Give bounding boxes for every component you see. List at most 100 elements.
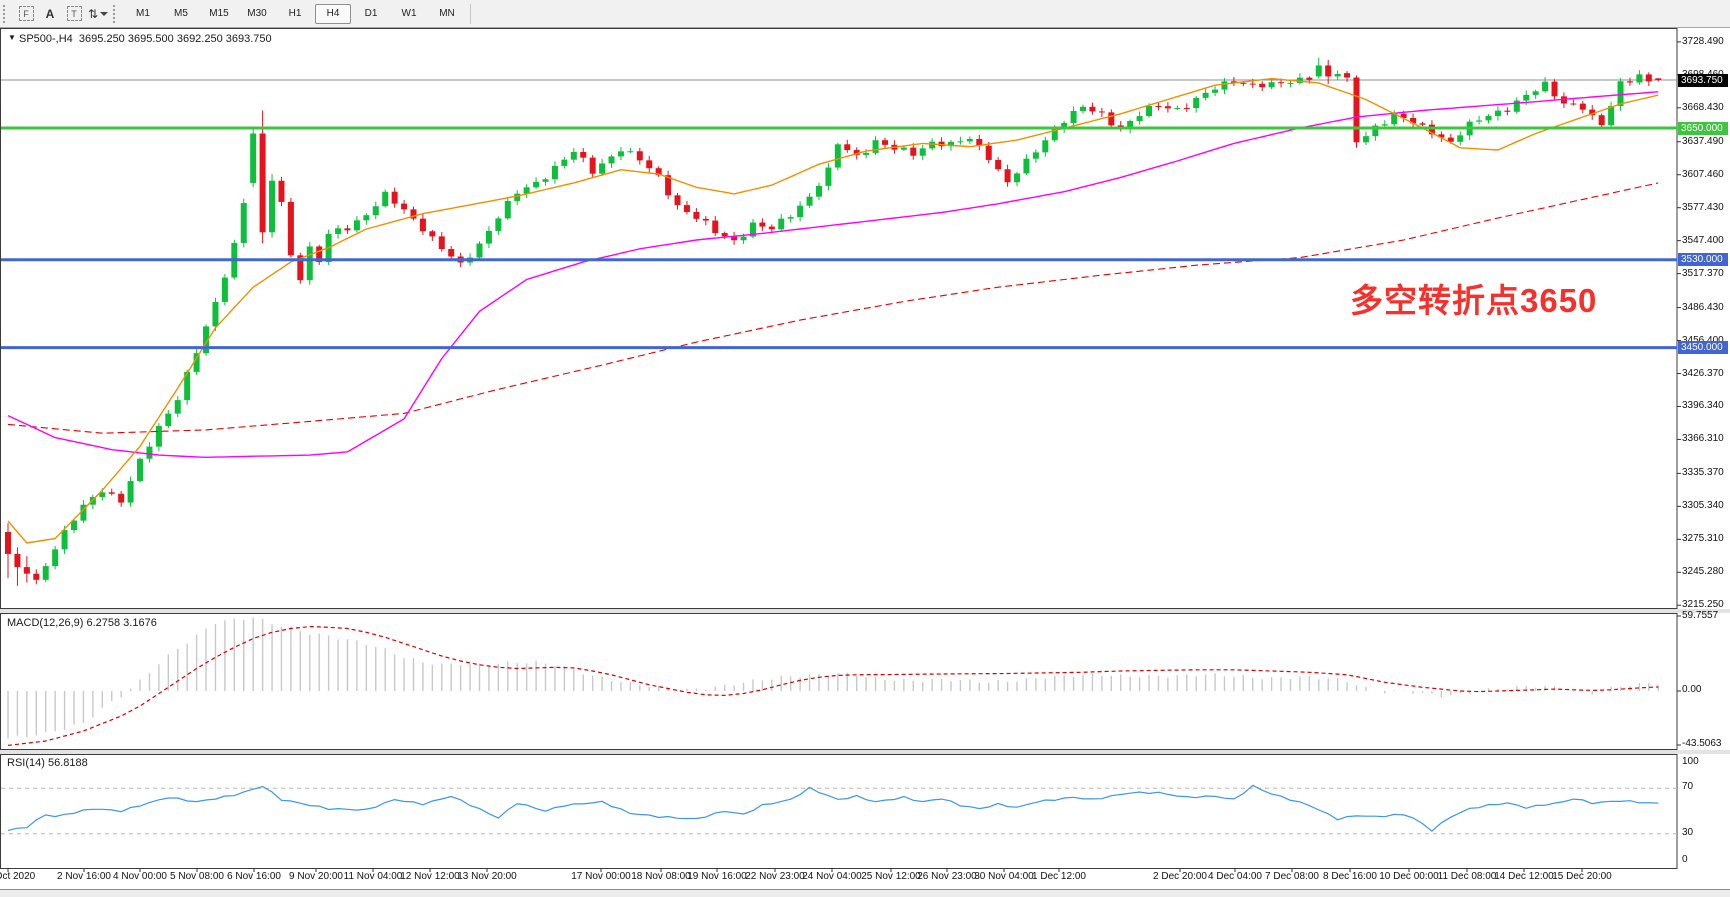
candlestick: [919, 148, 926, 156]
timeframe-button-m5[interactable]: M5: [174, 7, 188, 19]
candlestick: [1485, 116, 1492, 121]
candlestick: [1344, 73, 1351, 78]
level-price-tag: 3530.000: [1678, 253, 1728, 267]
candlestick: [787, 217, 794, 219]
candlestick: [127, 481, 134, 503]
candlestick: [165, 413, 172, 427]
candlestick: [976, 138, 983, 146]
candlestick: [1476, 120, 1483, 122]
candlestick: [1391, 113, 1398, 125]
candlestick: [636, 151, 643, 161]
candlestick: [221, 277, 228, 302]
time-axis-label: 26 Nov 23:00: [917, 871, 977, 882]
font-box-icon[interactable]: F: [16, 4, 36, 24]
macd-panel[interactable]: [0, 613, 1678, 750]
timeframe-button-h4[interactable]: H4: [315, 3, 351, 24]
candlestick: [825, 167, 832, 186]
candlestick: [863, 152, 870, 155]
candlestick: [1457, 135, 1464, 142]
candlestick: [269, 180, 276, 233]
candlestick: [1032, 152, 1039, 159]
candlestick: [382, 191, 389, 207]
price-axis-label: 3396.340: [1682, 400, 1724, 412]
macd-axis-label: -43.5063: [1682, 738, 1722, 749]
timeframe-button-d1[interactable]: D1: [364, 7, 378, 19]
time-axis-label: 19 Nov 16:00: [687, 871, 747, 882]
candlestick: [900, 147, 907, 150]
candlestick: [23, 567, 30, 574]
candlestick: [1230, 81, 1237, 83]
timeframe-button-w1[interactable]: W1: [401, 7, 417, 19]
ma-slow-red-line: [7, 182, 1659, 434]
price-axis-label: 3366.310: [1682, 433, 1724, 445]
candlestick: [542, 179, 549, 182]
arrange-arrows-icon[interactable]: ⇅: [88, 4, 109, 24]
candlestick: [240, 203, 247, 243]
macd-indicator-label: MACD(12,26,9) 6.2758 3.1676: [7, 617, 157, 629]
time-axis-label: 2 Dec 20:00: [1153, 871, 1207, 882]
toolbar-grip[interactable]: [3, 4, 10, 23]
rsi-line: [7, 784, 1659, 832]
candlestick: [14, 553, 21, 568]
candlestick: [1023, 158, 1030, 174]
text-box-icon: T: [66, 6, 82, 21]
candlestick: [108, 492, 115, 494]
font-box-icon: F: [18, 6, 34, 21]
toolbar-grip[interactable]: [113, 4, 120, 23]
candlestick: [1089, 106, 1096, 112]
macd-signal-line: [7, 625, 1659, 746]
candlestick: [561, 159, 568, 166]
candlestick: [1598, 115, 1605, 126]
candlestick: [1315, 65, 1322, 77]
candlestick: [297, 255, 304, 281]
candlestick: [1155, 105, 1162, 107]
chart-title: ▼ SP500-,H4 3695.250 3695.500 3692.250 3…: [8, 33, 272, 45]
candlestick: [721, 233, 728, 237]
time-axis-label: 9 Nov 20:00: [289, 871, 343, 882]
rsi-indicator-label: RSI(14) 56.8188: [7, 757, 88, 769]
timeframe-button-m15[interactable]: M15: [209, 7, 229, 19]
candlestick: [1636, 74, 1643, 83]
candlestick: [155, 426, 162, 447]
panel-divider[interactable]: [0, 750, 1730, 754]
panel-divider[interactable]: [0, 609, 1730, 613]
price-panel[interactable]: [0, 28, 1678, 609]
price-axis-label: 3607.460: [1682, 168, 1724, 180]
price-axis-label: 3245.280: [1682, 566, 1724, 578]
candlestick: [250, 133, 257, 183]
candlestick: [1334, 73, 1341, 77]
price-axis-label: 3547.400: [1682, 234, 1724, 246]
candlestick: [1259, 83, 1266, 88]
timeframe-button-m30[interactable]: M30: [247, 7, 267, 19]
candlestick: [1372, 125, 1379, 137]
candlestick: [995, 159, 1002, 170]
candlestick: [1136, 116, 1143, 121]
level-price-tag: 3450.000: [1678, 341, 1728, 355]
macd-axis-label: 0.00: [1682, 684, 1702, 695]
rsi-panel[interactable]: [0, 754, 1678, 869]
time-axis-label: 7 Dec 08:00: [1265, 871, 1319, 882]
candlestick: [1532, 91, 1539, 95]
timeframe-button-h1[interactable]: H1: [288, 7, 302, 19]
candlestick: [948, 141, 954, 147]
candlestick: [806, 196, 813, 206]
time-axis-label: 25 Nov 12:00: [861, 871, 921, 882]
text-box-icon[interactable]: T: [64, 4, 84, 24]
candlestick: [184, 371, 191, 401]
chart-annotation-text[interactable]: 多空转折点3650: [1350, 282, 1598, 319]
timeframe-button-mn[interactable]: MN: [439, 7, 455, 19]
candlestick: [1381, 124, 1388, 126]
timeframe-button-m1[interactable]: M1: [136, 7, 150, 19]
candlestick: [1193, 97, 1200, 109]
candlestick: [1080, 106, 1087, 111]
candlestick: [1608, 106, 1615, 126]
symbol-dropdown-icon[interactable]: ▼: [8, 33, 16, 42]
candlestick: [702, 218, 709, 221]
time-axis-label: 15 Dec 20:00: [1552, 871, 1612, 882]
text-label-icon[interactable]: A: [45, 6, 55, 21]
close-value: 3693.750: [225, 33, 272, 45]
candlestick: [665, 175, 672, 196]
candlestick: [1400, 113, 1407, 118]
candlestick: [1004, 169, 1011, 183]
